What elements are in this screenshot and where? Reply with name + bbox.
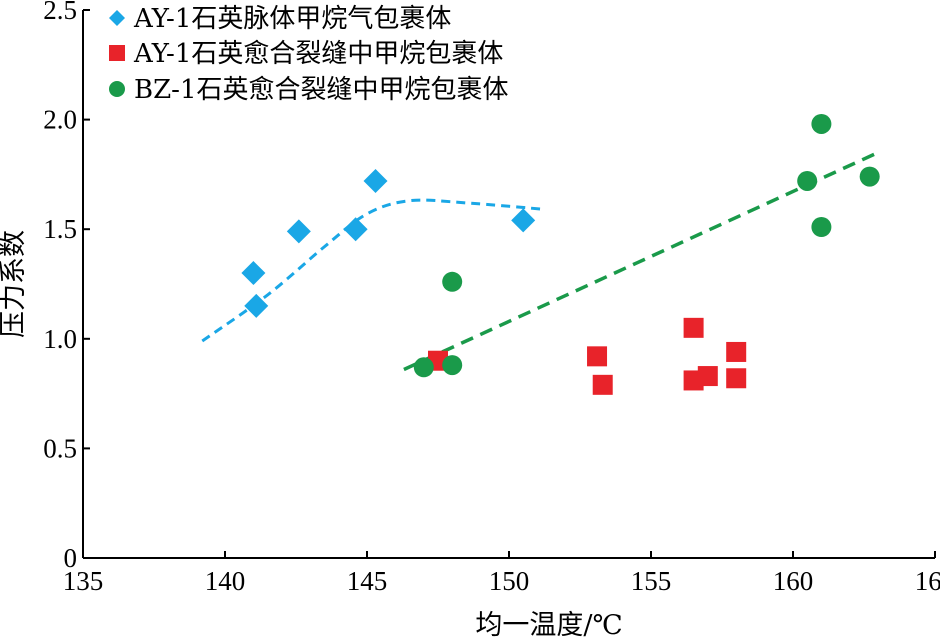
- y-tick-label: 1.0: [43, 324, 77, 354]
- data-point-circle: [811, 113, 832, 134]
- x-ticks: 135 140 145 150 155 160 165: [63, 551, 940, 596]
- data-point-circle: [442, 271, 463, 292]
- legend-marker-circle: [109, 81, 125, 97]
- trendline-linear: [403, 150, 879, 372]
- y-tick-label: 0: [64, 543, 78, 573]
- legend-marker-diamond: [109, 10, 125, 26]
- data-point-circle: [797, 170, 818, 191]
- legend-marker-square: [109, 45, 125, 61]
- data-points: [241, 113, 880, 395]
- data-point-square: [683, 317, 704, 338]
- y-tick-label: 1.5: [43, 214, 77, 244]
- x-tick-label: 160: [773, 566, 814, 596]
- y-axis-title: 压力系数: [0, 230, 29, 338]
- trendlines: [201, 150, 879, 372]
- data-point-diamond: [511, 208, 536, 233]
- data-point-diamond: [241, 261, 266, 286]
- legend: AY-1石英脉体甲烷气包裹体 AY-1石英愈合裂缝中甲烷包裹体 BZ-1石英愈合…: [109, 4, 509, 105]
- data-point-diamond: [343, 217, 368, 242]
- legend-item-bz1-healed-fracture: BZ-1石英愈合裂缝中甲烷包裹体: [109, 75, 509, 105]
- y-tick-label: 2.5: [43, 0, 77, 25]
- x-tick-label: 145: [347, 566, 388, 596]
- data-point-circle: [811, 217, 832, 238]
- y-ticks: 0 0.5 1.0 1.5 2.0 2.5: [43, 0, 90, 573]
- trendline-curve: [201, 198, 547, 343]
- x-axis-title: 均一温度/℃: [475, 610, 622, 641]
- data-point-square: [592, 374, 613, 395]
- data-point-circle: [859, 166, 880, 187]
- y-tick-label: 2.0: [43, 105, 77, 135]
- data-point-diamond: [286, 219, 311, 244]
- data-point-diamond: [244, 293, 269, 318]
- data-point-circle: [442, 355, 463, 376]
- data-point-square: [697, 366, 718, 387]
- legend-item-ay1-healed-fracture: AY-1石英愈合裂缝中甲烷包裹体: [109, 39, 503, 69]
- data-point-diamond: [363, 168, 388, 193]
- data-point-circle: [413, 357, 434, 378]
- legend-label: AY-1石英愈合裂缝中甲烷包裹体: [133, 39, 503, 69]
- legend-label: AY-1石英脉体甲烷气包裹体: [133, 4, 451, 34]
- x-tick-label: 150: [489, 566, 530, 596]
- legend-item-ay1-vein: AY-1石英脉体甲烷气包裹体: [109, 4, 451, 34]
- data-point-square: [726, 341, 747, 362]
- y-tick-label: 0.5: [43, 433, 77, 463]
- x-tick-label: 135: [63, 566, 104, 596]
- legend-label: BZ-1石英愈合裂缝中甲烷包裹体: [134, 75, 509, 105]
- x-tick-label: 165: [915, 566, 940, 596]
- data-point-square: [726, 368, 747, 389]
- data-point-square: [587, 346, 608, 367]
- x-tick-label: 155: [631, 566, 672, 596]
- x-tick-label: 140: [205, 566, 246, 596]
